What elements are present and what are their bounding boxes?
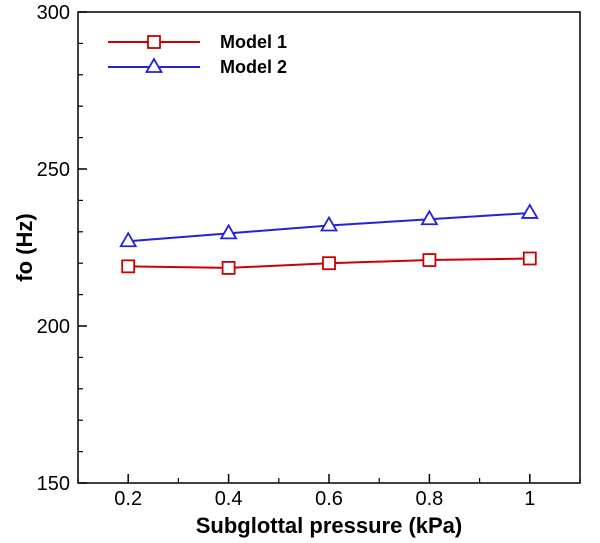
series-1	[121, 251, 537, 275]
x-tick-label: 0.2	[114, 488, 142, 510]
data-point	[422, 253, 437, 267]
data-point	[520, 203, 539, 219]
legend: Model 1 Model 2	[108, 32, 287, 77]
x-tick-label: 0.6	[315, 488, 343, 510]
y-axis-title: fo (Hz)	[12, 213, 37, 281]
data-point	[219, 223, 238, 240]
legend-label: Model 2	[220, 57, 287, 77]
y-tick-label: 250	[37, 159, 70, 181]
data-point	[420, 209, 439, 226]
legend-item: Model 2	[108, 57, 287, 77]
legend-item: Model 1	[108, 32, 287, 52]
data-point	[522, 251, 537, 266]
plot-frame	[77, 11, 581, 484]
x-tick-label: 1	[524, 488, 535, 510]
axes	[77, 11, 581, 484]
ticks: 0.2 0.4 0.6 0.8 1 150 200 250 300	[37, 2, 581, 510]
legend-label: Model 1	[220, 32, 287, 52]
legend-marker	[147, 35, 161, 49]
series-2	[119, 203, 539, 248]
data-point	[221, 261, 236, 275]
data-point	[121, 259, 136, 274]
x-tick-label: 0.8	[415, 488, 443, 510]
y-tick-label: 150	[37, 473, 70, 495]
data-point	[322, 256, 336, 271]
x-tick-label: 0.4	[215, 488, 243, 510]
series	[119, 203, 539, 275]
legend-marker	[144, 57, 164, 73]
y-tick-label: 300	[37, 2, 70, 24]
y-tick-label: 200	[37, 316, 70, 338]
data-point	[319, 215, 339, 232]
data-point	[119, 231, 138, 248]
x-axis-title: Subglottal pressure (kPa)	[196, 513, 463, 538]
